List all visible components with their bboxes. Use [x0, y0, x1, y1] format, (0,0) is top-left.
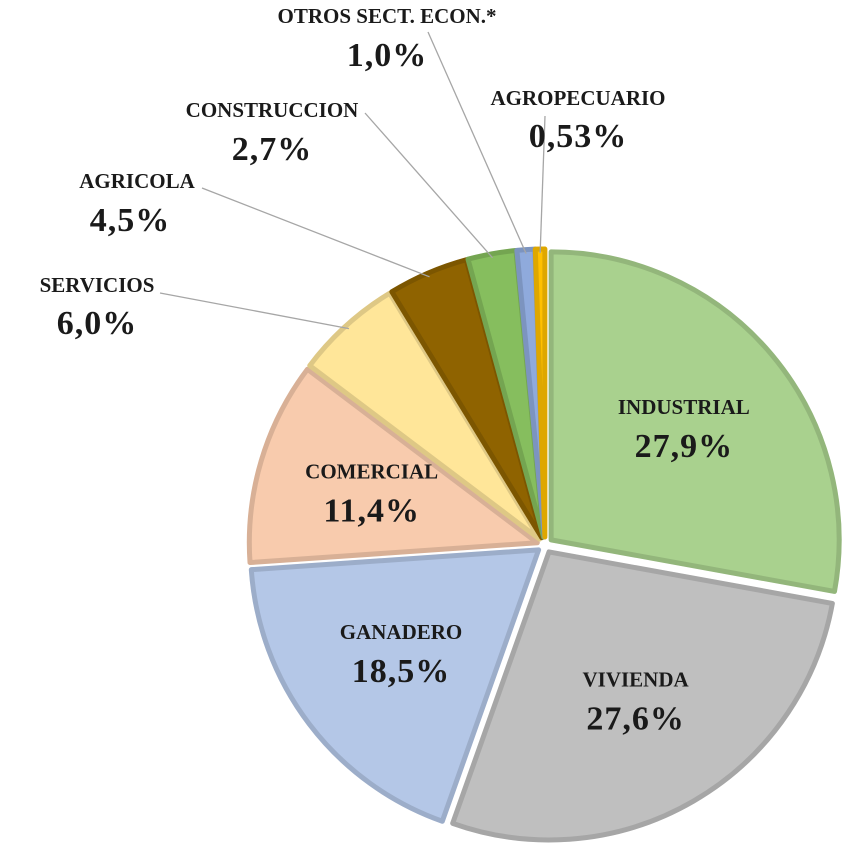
slice-name: CONSTRUCCION: [186, 98, 359, 122]
slice-name: COMERCIAL: [305, 459, 438, 483]
pie-slice: [246, 366, 540, 566]
leader-line: [159, 292, 350, 330]
slice-value: 6,0%: [57, 305, 138, 342]
slice-value: 4,5%: [90, 202, 171, 239]
slice-value: 27,6%: [586, 700, 685, 737]
slice-border: [246, 366, 540, 566]
pie-slice: [248, 547, 542, 824]
slice-value: 27,9%: [635, 428, 734, 465]
slice-border: [450, 549, 835, 843]
slice-name: SERVICIOS: [40, 273, 155, 297]
slice-border: [548, 249, 842, 594]
slice-name: AGROPECUARIO: [490, 86, 665, 110]
slice-name: INDUSTRIAL: [618, 395, 750, 419]
slice-border: [248, 547, 542, 824]
slice-name: AGRICOLA: [79, 169, 195, 193]
slice-value: 11,4%: [323, 492, 420, 529]
slice-name: GANADERO: [340, 620, 463, 644]
leader-line: [427, 31, 527, 254]
slice-value: 18,5%: [352, 653, 451, 690]
leader-line: [364, 112, 494, 259]
pie-slice: [548, 249, 842, 594]
slice-value: 2,7%: [232, 131, 313, 168]
leader-line: [539, 115, 546, 254]
slice-border: [307, 290, 543, 542]
pie-slice: [450, 549, 835, 843]
slice-name: OTROS SECT. ECON.*: [278, 4, 497, 28]
slice-name: VIVIENDA: [583, 667, 690, 691]
leader-line: [201, 187, 430, 278]
slice-value: 0,53%: [529, 118, 628, 155]
pie-slice: [307, 290, 543, 542]
slice-value: 1,0%: [347, 37, 428, 74]
